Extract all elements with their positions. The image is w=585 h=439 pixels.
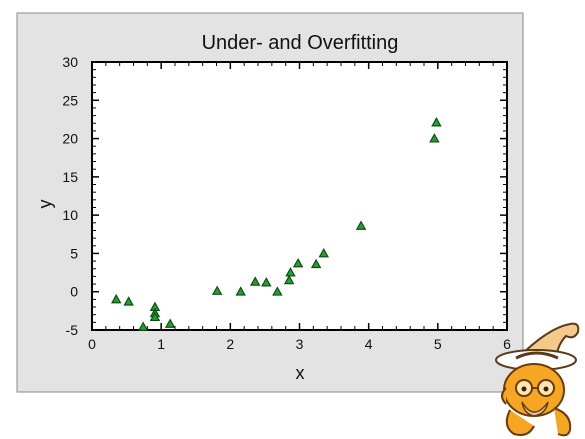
data-point xyxy=(292,257,304,268)
data-point xyxy=(431,117,442,127)
y-axis-label: y xyxy=(35,200,55,209)
data-points xyxy=(110,117,442,331)
y-tick-label: -5 xyxy=(66,322,79,338)
data-point xyxy=(285,267,296,277)
data-point xyxy=(149,311,161,321)
data-point xyxy=(164,318,176,328)
x-tick-label: 1 xyxy=(157,336,165,352)
y-tick-label: 10 xyxy=(62,207,78,223)
data-point xyxy=(235,286,246,296)
y-tick-label: 30 xyxy=(62,54,78,70)
y-tick-label: 25 xyxy=(62,92,78,108)
x-axis-label: x xyxy=(296,363,305,383)
y-tick-label: 0 xyxy=(70,284,78,300)
x-tick-label: 2 xyxy=(226,336,234,352)
data-point xyxy=(211,285,223,295)
data-point xyxy=(272,286,283,296)
y-tick-label: 15 xyxy=(62,169,78,185)
data-point xyxy=(355,220,367,230)
data-point xyxy=(123,296,134,306)
data-point xyxy=(429,133,440,143)
data-point xyxy=(250,276,261,286)
data-point xyxy=(137,321,149,331)
data-point xyxy=(310,258,322,269)
x-tick-label: 5 xyxy=(434,336,442,352)
chart-title: Under- and Overfitting xyxy=(202,32,399,54)
wizard-cat-icon xyxy=(495,322,580,437)
data-point xyxy=(110,293,122,304)
axis-ticks xyxy=(91,61,508,331)
tick-labels: 0 1 2 3 4 5 6 -5 0 5 10 15 20 25 30 xyxy=(62,54,511,352)
y-tick-label: 20 xyxy=(62,131,78,147)
x-tick-label: 6 xyxy=(503,336,511,352)
plot-area xyxy=(91,61,508,331)
x-tick-label: 0 xyxy=(88,336,96,352)
x-tick-label: 3 xyxy=(296,336,304,352)
data-point xyxy=(318,247,329,258)
x-tick-label: 4 xyxy=(365,336,373,352)
data-point xyxy=(283,274,295,285)
y-tick-label: 5 xyxy=(70,245,78,261)
data-point xyxy=(261,277,272,287)
